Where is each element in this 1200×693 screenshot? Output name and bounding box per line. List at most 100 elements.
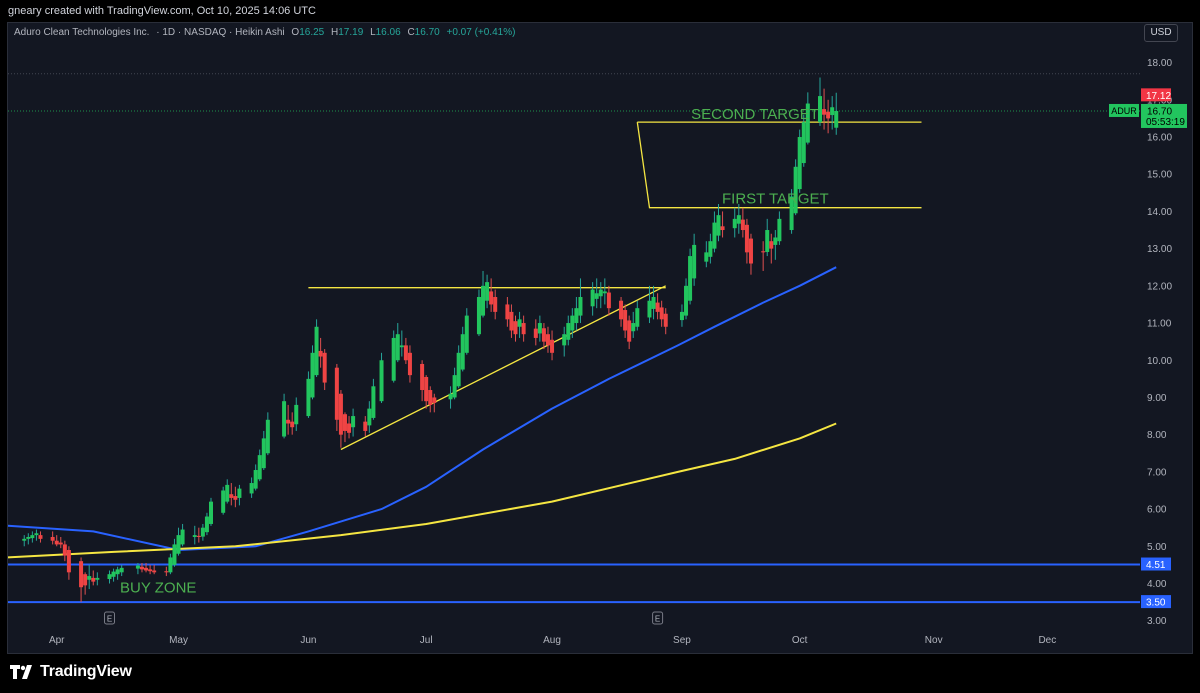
- candle[interactable]: [655, 293, 660, 320]
- candle[interactable]: [334, 363, 339, 431]
- candle[interactable]: [826, 99, 831, 134]
- candle[interactable]: [424, 375, 429, 409]
- candle[interactable]: [209, 497, 213, 526]
- trendline-drawing[interactable]: [340, 285, 666, 451]
- candle[interactable]: [367, 401, 372, 433]
- candle[interactable]: [83, 572, 88, 595]
- candle[interactable]: [391, 330, 396, 383]
- candle[interactable]: [204, 512, 209, 536]
- candle[interactable]: [789, 189, 794, 234]
- candle[interactable]: [111, 568, 116, 582]
- candle[interactable]: [428, 386, 433, 413]
- candle[interactable]: [168, 553, 173, 575]
- candle[interactable]: [623, 304, 628, 338]
- candle[interactable]: [282, 393, 287, 439]
- candle[interactable]: [229, 483, 234, 506]
- candle[interactable]: [744, 218, 749, 264]
- candle[interactable]: [95, 572, 100, 586]
- candle[interactable]: [221, 486, 226, 515]
- candle[interactable]: [602, 278, 607, 305]
- candle[interactable]: [233, 486, 238, 508]
- candle[interactable]: [318, 337, 323, 368]
- candle[interactable]: [290, 412, 295, 435]
- symbol-legend[interactable]: Aduro Clean Technologies Inc. · 1D · NAS…: [14, 27, 515, 38]
- candle[interactable]: [562, 326, 567, 357]
- candle[interactable]: [456, 345, 461, 389]
- candle[interactable]: [736, 203, 741, 234]
- candle[interactable]: [58, 536, 63, 549]
- candle[interactable]: [363, 416, 368, 437]
- candle[interactable]: [830, 96, 835, 130]
- candle[interactable]: [115, 566, 120, 580]
- candle[interactable]: [379, 352, 384, 404]
- chart-annotation-text[interactable]: BUY ZONE: [120, 580, 196, 597]
- trendline-drawing[interactable]: [636, 122, 922, 209]
- candle[interactable]: [338, 390, 343, 448]
- candle[interactable]: [740, 207, 745, 238]
- candle[interactable]: [606, 285, 611, 316]
- candle[interactable]: [545, 326, 550, 353]
- candle[interactable]: [196, 527, 201, 543]
- candle[interactable]: [801, 114, 806, 167]
- candle[interactable]: [712, 211, 717, 253]
- candle[interactable]: [647, 285, 652, 324]
- candle[interactable]: [407, 345, 412, 383]
- candle[interactable]: [716, 203, 721, 242]
- candle[interactable]: [485, 274, 490, 309]
- candle[interactable]: [180, 523, 185, 547]
- candle[interactable]: [253, 464, 258, 491]
- candle[interactable]: [66, 546, 71, 580]
- candle[interactable]: [533, 319, 538, 346]
- candle[interactable]: [403, 337, 408, 364]
- candle[interactable]: [107, 570, 112, 584]
- candle[interactable]: [663, 308, 668, 335]
- candle[interactable]: [489, 278, 494, 312]
- candle[interactable]: [797, 129, 802, 193]
- candle[interactable]: [537, 315, 542, 342]
- candle[interactable]: [420, 360, 425, 402]
- candle[interactable]: [135, 563, 140, 575]
- candle[interactable]: [460, 326, 465, 372]
- candle[interactable]: [818, 77, 822, 126]
- candle[interactable]: [139, 563, 144, 573]
- earnings-marker[interactable]: E: [652, 611, 664, 625]
- candle[interactable]: [399, 330, 404, 357]
- candle[interactable]: [294, 397, 299, 431]
- candle[interactable]: [570, 308, 575, 338]
- candle[interactable]: [476, 289, 481, 337]
- candle[interactable]: [765, 218, 770, 257]
- candle[interactable]: [50, 531, 55, 545]
- candle[interactable]: [541, 323, 546, 350]
- candle[interactable]: [306, 371, 311, 418]
- candle[interactable]: [87, 564, 92, 590]
- candle[interactable]: [314, 319, 319, 377]
- candle[interactable]: [481, 270, 486, 318]
- candle[interactable]: [62, 540, 67, 562]
- candle[interactable]: [732, 207, 737, 238]
- tradingview-logo[interactable]: TradingView: [10, 663, 132, 681]
- candle[interactable]: [322, 349, 327, 391]
- candle[interactable]: [192, 525, 197, 545]
- candle[interactable]: [30, 531, 35, 543]
- candle[interactable]: [119, 564, 124, 577]
- candle[interactable]: [509, 304, 514, 338]
- candle[interactable]: [237, 484, 242, 506]
- candle[interactable]: [720, 211, 725, 238]
- candle[interactable]: [395, 323, 400, 363]
- candle[interactable]: [769, 233, 774, 264]
- candle[interactable]: [91, 570, 96, 586]
- candle[interactable]: [574, 297, 579, 331]
- candle[interactable]: [452, 367, 457, 400]
- candle[interactable]: [342, 412, 347, 443]
- candle[interactable]: [286, 404, 291, 435]
- candle[interactable]: [261, 430, 266, 471]
- candle[interactable]: [249, 477, 254, 498]
- candle[interactable]: [152, 564, 157, 575]
- chart-annotation-text[interactable]: SECOND TARGET: [691, 106, 819, 123]
- candle[interactable]: [635, 300, 640, 331]
- candle[interactable]: [521, 315, 526, 342]
- candle[interactable]: [692, 233, 697, 286]
- candle[interactable]: [493, 289, 498, 320]
- candle[interactable]: [773, 230, 778, 260]
